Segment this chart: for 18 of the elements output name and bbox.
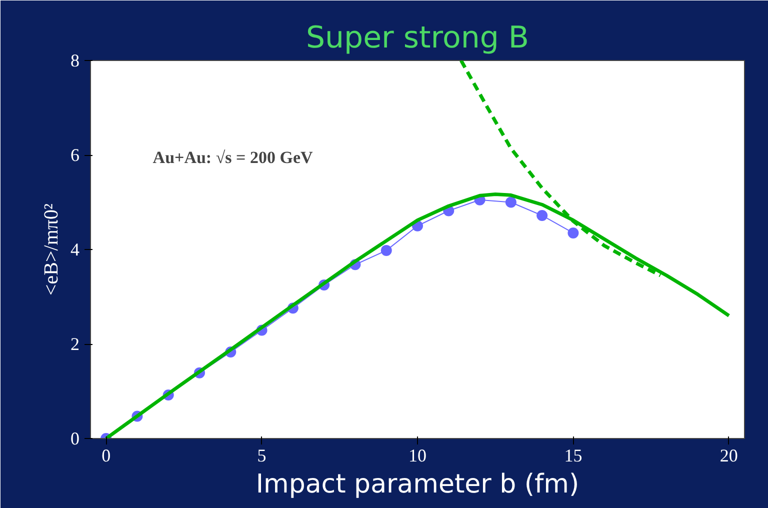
x-tick-label: 10 — [408, 446, 426, 466]
x-tick-label: 0 — [102, 446, 111, 466]
x-tick-label: 20 — [720, 446, 738, 466]
y-tick-label: 8 — [70, 50, 80, 70]
y-tick-label: 4 — [70, 240, 80, 260]
chart-title: Super strong B — [306, 20, 530, 56]
x-tick-label: 15 — [564, 446, 582, 466]
point — [536, 210, 548, 221]
y-tick-label: 0 — [70, 428, 80, 448]
annotation: Au+Au: √s = 200 GeV — [152, 148, 314, 167]
x-tick-label: 5 — [257, 446, 266, 466]
y-axis-title: <eB>/mπ0² — [40, 204, 62, 296]
point — [505, 196, 516, 208]
x-axis-title: Impact parameter b (fm) — [256, 470, 580, 500]
point — [380, 244, 392, 256]
y-tick-label: 6 — [70, 145, 80, 165]
y-tick-label: 2 — [70, 334, 80, 354]
point — [568, 227, 579, 238]
